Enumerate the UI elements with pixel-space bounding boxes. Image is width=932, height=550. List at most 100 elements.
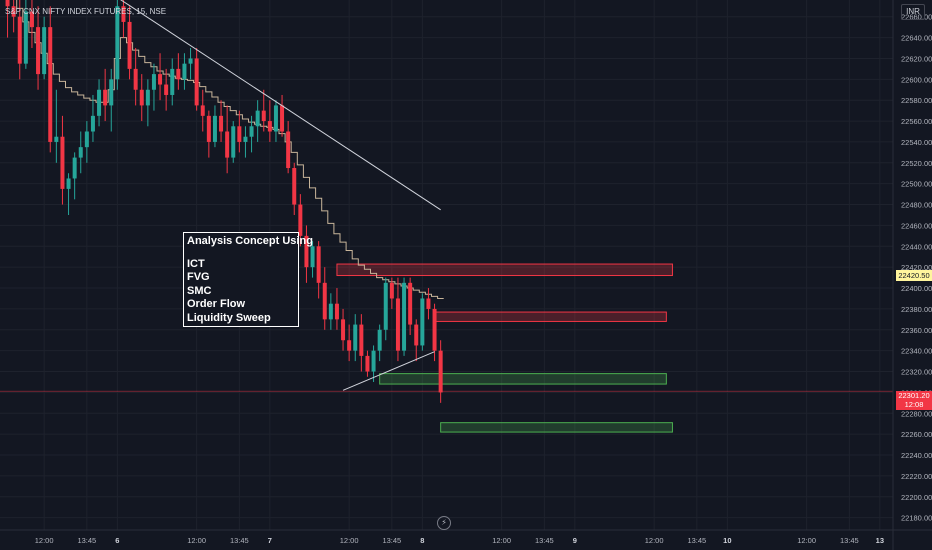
- candle-body: [121, 6, 126, 22]
- bearish-candle: [237, 110, 242, 153]
- note-heading: Analysis Concept Using: [187, 235, 313, 247]
- candle-body: [273, 105, 278, 132]
- current-level-tag: 22420.50: [896, 270, 932, 281]
- bullish-candle: [90, 94, 95, 142]
- bullish-candle: [383, 277, 388, 341]
- symbol-title: S&P CNX NIFTY INDEX FUTURES, 15, NSE: [5, 7, 167, 16]
- currency-button[interactable]: INR: [901, 4, 925, 20]
- time-tick-label: 8: [420, 536, 424, 545]
- candle-body: [353, 324, 358, 351]
- bullish-candle: [182, 53, 187, 90]
- time-tick-label: 13:45: [382, 536, 401, 545]
- candle-body: [249, 126, 254, 137]
- bullish-candle: [255, 100, 260, 142]
- bearish-candle: [261, 89, 266, 132]
- candle-body: [182, 63, 187, 80]
- time-tick-label: 13:45: [840, 536, 859, 545]
- bearish-candle: [127, 6, 132, 80]
- price-tick-label: 22620.00: [901, 54, 932, 63]
- bullish-candle: [97, 79, 102, 127]
- bullish-candle: [402, 277, 407, 356]
- bearish-candle: [5, 0, 10, 38]
- candle-body: [212, 115, 217, 142]
- bullish-candle: [23, 0, 28, 69]
- time-axis: 12:00 13:45 6 12:00 13:45 7 12:00 13:45 8 12:00 13…: [0, 529, 932, 545]
- candle-body: [328, 303, 333, 320]
- candle-body: [23, 11, 28, 64]
- candle-body: [341, 319, 346, 341]
- analysis-note[interactable]: Analysis Concept Using ICT FVG SMC Order…: [183, 232, 313, 327]
- bearish-candle: [316, 241, 321, 299]
- candle-body: [78, 147, 83, 158]
- candle-body: [29, 11, 34, 28]
- candle-body: [127, 21, 132, 69]
- candle-body: [103, 89, 108, 106]
- time-tick-label: 12:00: [645, 536, 664, 545]
- candle-body: [219, 115, 224, 132]
- bearish-candle: [17, 0, 22, 80]
- candle-body: [402, 282, 407, 351]
- bearish-candle: [60, 115, 65, 205]
- price-tick-label: 22380.00: [901, 305, 932, 314]
- candle-body: [145, 89, 150, 106]
- note-item-smc: SMC: [187, 284, 212, 297]
- last-price-tag: 22301.20 12:08: [896, 391, 932, 410]
- candle-body: [426, 298, 431, 309]
- bearish-candle: [206, 110, 211, 158]
- price-tick-label: 22320.00: [901, 368, 932, 377]
- candle-body: [5, 0, 10, 7]
- bearish-candle: [194, 48, 199, 111]
- price-tick-label: 22480.00: [901, 201, 932, 210]
- bullish-candle: [54, 89, 59, 163]
- lightning-icon[interactable]: ⚡: [437, 516, 451, 530]
- bullish-candle: [66, 173, 71, 215]
- bearish-candle: [365, 350, 370, 377]
- bearish-candle: [408, 277, 413, 336]
- candle-body: [414, 324, 419, 346]
- candle-body: [200, 105, 205, 116]
- time-tick-label: 13: [876, 536, 884, 545]
- time-tick-label: 12:00: [187, 536, 206, 545]
- candle-body: [334, 303, 339, 320]
- price-tick-label: 22260.00: [901, 430, 932, 439]
- bearish-candle: [298, 194, 303, 247]
- candle-body: [389, 282, 394, 299]
- candle-body: [17, 16, 22, 64]
- bearish-candle: [48, 6, 53, 153]
- candle-body: [151, 74, 156, 90]
- bullish-candle: [72, 152, 77, 200]
- candle-body: [347, 340, 352, 351]
- bullish-candle: [371, 345, 376, 382]
- price-tick-label: 22280.00: [901, 409, 932, 418]
- candle-body: [438, 350, 443, 393]
- note-item-liquidity-sweep: Liquidity Sweep: [187, 311, 271, 324]
- last-price-value: 22301.20: [898, 391, 930, 400]
- bearish-candle: [432, 303, 437, 362]
- price-tick-label: 22400.00: [901, 284, 932, 293]
- note-item-fvg: FVG: [187, 271, 210, 283]
- candle-body: [225, 131, 230, 158]
- bearish-candle: [121, 0, 126, 38]
- bearish-candle: [158, 53, 163, 101]
- candle-body: [298, 204, 303, 236]
- bearish-candle: [341, 308, 346, 351]
- bullish-candle: [420, 293, 425, 351]
- price-tick-label: 22180.00: [901, 514, 932, 523]
- candle-body: [280, 105, 285, 132]
- bearish-zone: [336, 263, 673, 277]
- candle-body: [255, 110, 260, 127]
- candle-body: [316, 246, 321, 283]
- candle-body: [365, 355, 370, 372]
- bearish-candle: [286, 121, 291, 174]
- price-tick-label: 22600.00: [901, 75, 932, 84]
- price-tick-label: 22460.00: [901, 221, 932, 230]
- trend-line: [120, 0, 441, 211]
- price-tick-label: 22540.00: [901, 138, 932, 147]
- trend-lines: [120, 0, 441, 391]
- bullish-candle: [170, 58, 175, 106]
- bearish-candle: [133, 48, 138, 106]
- bullish-candle: [249, 115, 254, 153]
- price-tick-label: 22240.00: [901, 451, 932, 460]
- candle-body: [66, 178, 71, 189]
